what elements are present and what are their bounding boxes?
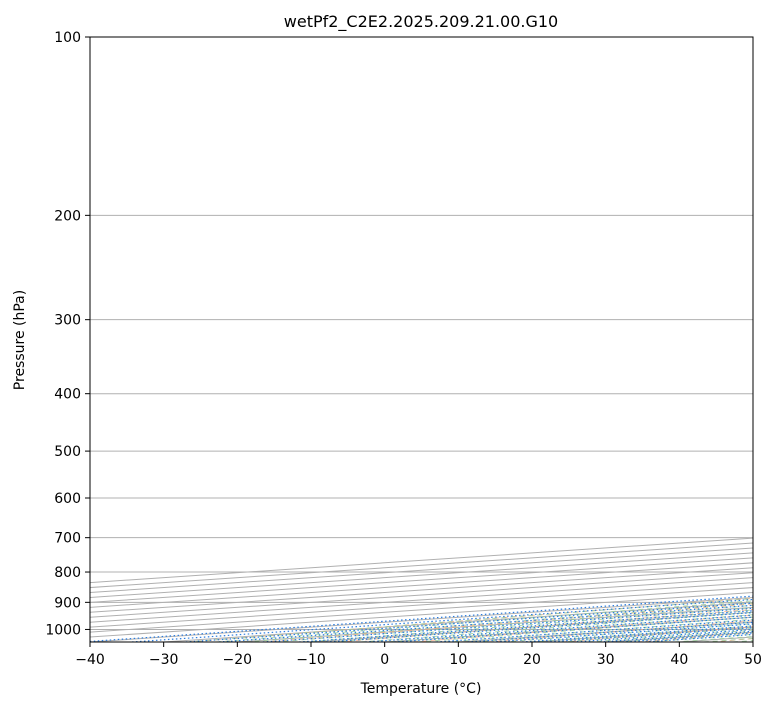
y-axis: 100 200 300 400 500 600 700 800 900 1000 xyxy=(45,30,90,638)
plot-frame xyxy=(89,36,754,643)
x-tick-label: 50 xyxy=(744,652,762,668)
x-tick-label: 30 xyxy=(597,652,615,668)
y-axis-label: Pressure (hPa) xyxy=(12,290,28,390)
y-tick-label: 700 xyxy=(54,531,81,547)
y-tick-label: 200 xyxy=(54,208,81,224)
x-tick-label: −30 xyxy=(149,652,179,668)
y-tick-label: 1000 xyxy=(45,622,81,638)
x-tick-label: −10 xyxy=(296,652,326,668)
pressure-grid-lines xyxy=(90,37,753,630)
x-axis: −40 −30 −20 −10 0 10 20 30 40 50 xyxy=(75,642,762,668)
x-tick-label: −40 xyxy=(75,652,105,668)
mixing-ratio-line xyxy=(394,616,753,642)
dry-adiabat-lines xyxy=(188,597,753,642)
x-tick-label: 20 xyxy=(523,652,541,668)
x-axis-label: Temperature (°C) xyxy=(360,681,482,697)
y-tick-label: 900 xyxy=(54,595,81,611)
y-tick-label: 800 xyxy=(54,565,81,581)
mixing-ratio-line xyxy=(90,595,753,642)
x-tick-label: 10 xyxy=(449,652,467,668)
x-tick-label: 40 xyxy=(670,652,688,668)
y-tick-label: 300 xyxy=(54,313,81,329)
y-tick-label: 600 xyxy=(54,491,81,507)
plot-area: -100-90-80-70-60-50-40-30-20-10 01020304… xyxy=(90,37,753,642)
isotherm-line xyxy=(90,537,753,584)
y-tick-label: 500 xyxy=(54,444,81,460)
dry-adiabat-line xyxy=(188,597,753,642)
x-tick-label: −20 xyxy=(223,652,253,668)
mixing-ratio-lines xyxy=(90,595,753,642)
chart-title: wetPf2_C2E2.2025.209.21.00.G10 xyxy=(284,12,558,32)
isotherm-lines xyxy=(90,537,753,642)
x-tick-label: 0 xyxy=(380,652,389,668)
y-tick-label: 400 xyxy=(54,387,81,403)
y-tick-label: 100 xyxy=(54,30,81,46)
